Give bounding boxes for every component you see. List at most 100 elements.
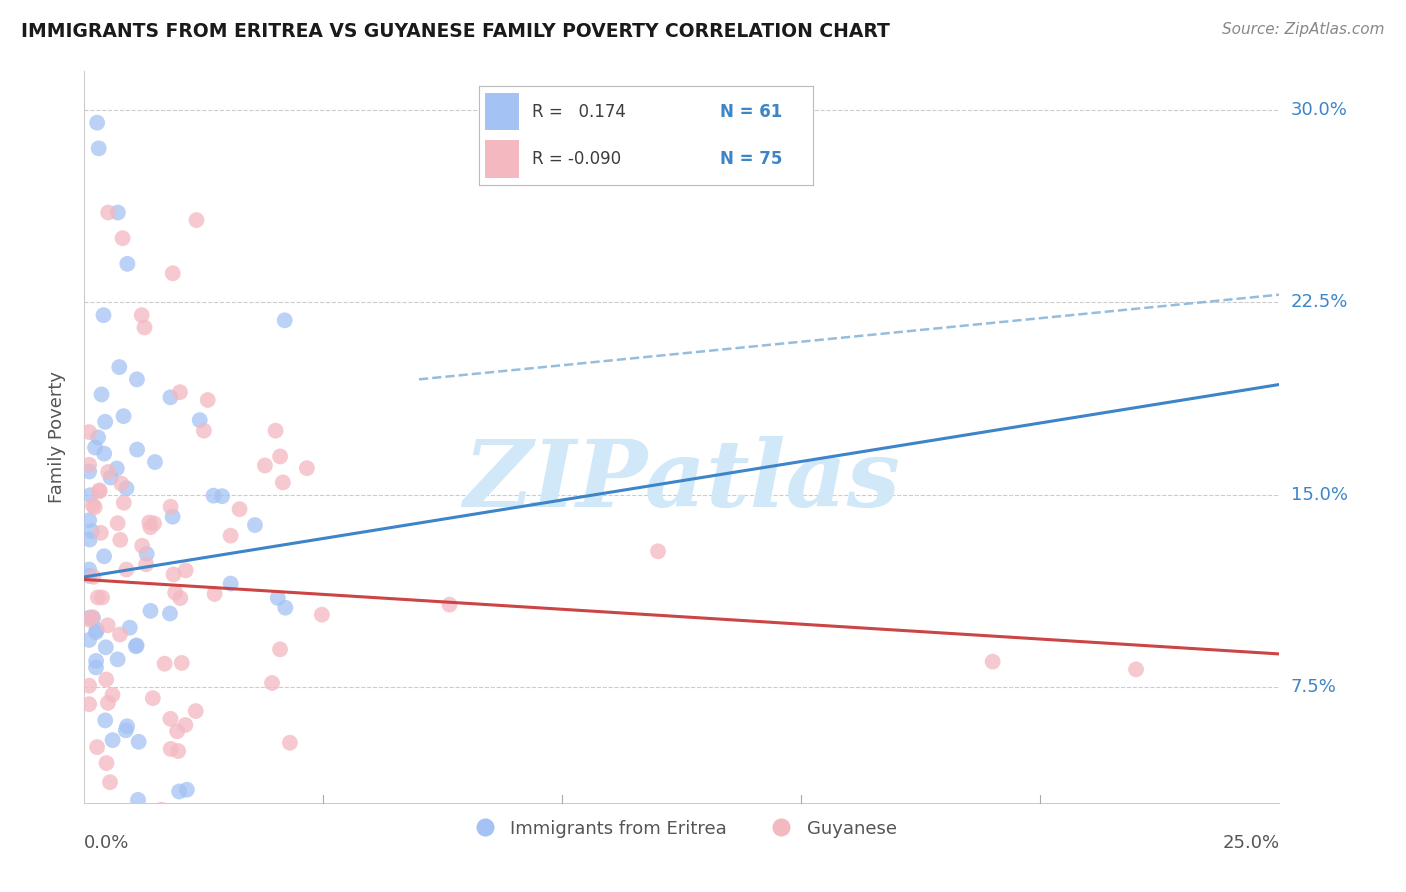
Text: 22.5%: 22.5%: [1291, 293, 1348, 311]
Point: [228, 502, 250, 516]
Point: [270, 808, 292, 822]
Point: [138, 516, 160, 530]
Point: [143, 455, 166, 469]
Point: [90, 525, 112, 540]
Point: [169, 591, 191, 605]
Text: IMMIGRANTS FROM ERITREA VS GUYANESE FAMILY POVERTY CORRELATION CHART: IMMIGRANTS FROM ERITREA VS GUYANESE FAMI…: [21, 22, 890, 41]
Point: [97, 205, 120, 219]
Point: [184, 704, 207, 718]
Point: [162, 509, 184, 524]
Point: [84, 654, 107, 668]
Point: [107, 652, 129, 666]
Point: [98, 775, 121, 789]
Point: [153, 657, 176, 671]
Point: [79, 488, 101, 502]
Point: [110, 476, 132, 491]
Point: [159, 500, 181, 514]
Point: [439, 598, 461, 612]
Point: [188, 413, 211, 427]
Point: [83, 500, 105, 515]
Point: [260, 676, 283, 690]
Point: [77, 425, 100, 439]
Point: [142, 691, 165, 706]
Point: [243, 518, 266, 533]
Point: [118, 621, 141, 635]
Point: [135, 558, 157, 572]
Point: [86, 116, 108, 130]
Point: [77, 697, 100, 711]
Point: [77, 679, 100, 693]
Point: [139, 604, 162, 618]
Point: [115, 563, 138, 577]
Point: [82, 499, 104, 513]
Point: [87, 591, 110, 605]
Point: [84, 625, 107, 640]
Point: [93, 549, 115, 564]
Text: 30.0%: 30.0%: [1291, 101, 1347, 119]
Point: [77, 465, 100, 479]
Point: [93, 447, 115, 461]
Point: [211, 489, 233, 503]
Point: [84, 441, 107, 455]
Point: [197, 392, 219, 407]
Point: [186, 213, 208, 227]
Point: [107, 205, 129, 219]
Point: [79, 533, 101, 547]
Point: [96, 808, 118, 822]
Point: [193, 424, 215, 438]
Text: 0.0%: 0.0%: [84, 834, 129, 852]
Point: [114, 723, 136, 738]
Point: [202, 489, 225, 503]
Point: [84, 660, 107, 674]
Point: [125, 639, 148, 653]
Point: [167, 784, 190, 798]
Point: [77, 458, 100, 472]
Point: [107, 516, 129, 531]
Point: [87, 141, 110, 155]
Point: [86, 740, 108, 755]
Point: [96, 756, 118, 770]
Point: [77, 513, 100, 527]
Text: ZIPatlas: ZIPatlas: [464, 436, 900, 526]
Point: [86, 623, 108, 637]
Point: [87, 430, 110, 444]
Point: [267, 591, 290, 605]
Point: [77, 569, 100, 583]
Point: [101, 688, 124, 702]
Point: [233, 808, 256, 822]
Point: [77, 613, 100, 627]
Point: [125, 442, 148, 457]
Point: [169, 385, 191, 400]
Point: [176, 782, 198, 797]
Text: Source: ZipAtlas.com: Source: ZipAtlas.com: [1222, 22, 1385, 37]
Point: [83, 570, 105, 584]
Legend: Immigrants from Eritrea, Guyanese: Immigrants from Eritrea, Guyanese: [460, 813, 904, 845]
Point: [162, 567, 184, 582]
Point: [131, 539, 153, 553]
Point: [143, 516, 166, 531]
Point: [166, 724, 188, 739]
Point: [269, 642, 291, 657]
Point: [96, 673, 118, 687]
Point: [150, 803, 173, 817]
Point: [108, 627, 131, 641]
Point: [174, 563, 197, 577]
Point: [110, 533, 132, 547]
Point: [97, 465, 120, 479]
Point: [77, 611, 100, 625]
Point: [1125, 662, 1147, 676]
Point: [204, 587, 226, 601]
Point: [264, 424, 287, 438]
Point: [159, 390, 181, 404]
Point: [117, 257, 139, 271]
Point: [165, 585, 187, 599]
Text: 7.5%: 7.5%: [1291, 678, 1337, 697]
Point: [112, 409, 135, 424]
Point: [174, 718, 197, 732]
Point: [94, 640, 117, 655]
Point: [89, 483, 111, 498]
Point: [159, 712, 181, 726]
Point: [295, 461, 318, 475]
Point: [162, 266, 184, 280]
Text: 25.0%: 25.0%: [1222, 834, 1279, 852]
